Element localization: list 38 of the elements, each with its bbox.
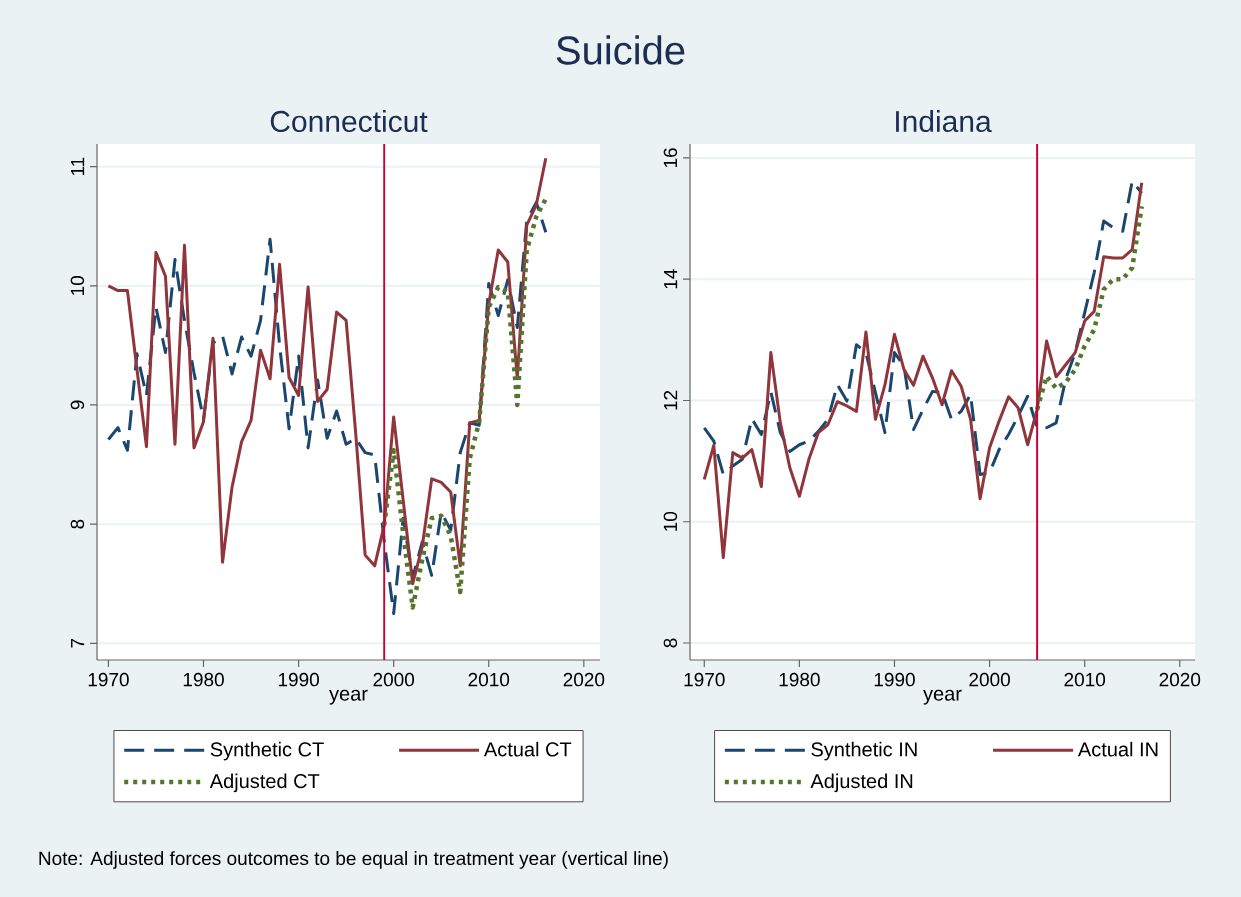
- legend-label: Actual CT: [483, 741, 572, 757]
- y-tick-label: 8: [663, 638, 678, 648]
- x-tick-label: 2000: [969, 672, 1010, 687]
- x-tick-label: 2000: [373, 672, 415, 687]
- legend-label: Actual IN: [1077, 741, 1158, 757]
- line-series: [381, 196, 549, 610]
- legend-label: Synthetic CT: [210, 741, 324, 761]
- line-series: [1034, 204, 1144, 412]
- x-tick-label: 2010: [468, 672, 510, 687]
- legend-label: Adjusted CT: [209, 773, 320, 793]
- x-tick-label: 1980: [779, 672, 820, 687]
- y-tick-label: 12: [663, 390, 678, 410]
- y-tick-label: 7: [71, 638, 85, 648]
- x-tick-label: 1970: [684, 672, 725, 687]
- y-tick-label: 16: [663, 148, 678, 168]
- line-series: [106, 200, 548, 616]
- x-tick-label: 2020: [563, 672, 605, 687]
- legend-label: Adjusted IN: [810, 773, 913, 793]
- x-tick-label: 1970: [88, 672, 129, 687]
- y-tick-label: 9: [70, 400, 85, 410]
- y-tick-label: 14: [664, 269, 678, 289]
- x-tick-label: 2010: [1064, 672, 1106, 687]
- x-tick-label: 2020: [1159, 672, 1201, 687]
- chart-title: Suicide: [556, 35, 685, 65]
- y-tick-label: 11: [71, 157, 85, 176]
- chart-subtitle: Connecticut: [270, 110, 428, 133]
- y-tick-label: 10: [663, 511, 678, 531]
- y-tick-label: 10: [70, 275, 85, 295]
- legend-label: Synthetic IN: [811, 741, 917, 761]
- x-tick-label: 1980: [183, 672, 224, 687]
- y-tick-label: 8: [70, 519, 85, 529]
- line-series: [702, 181, 1144, 560]
- x-axis-title: year: [923, 689, 962, 705]
- chart-subtitle: Indiana: [896, 110, 992, 133]
- x-tick-label: 1990: [874, 672, 915, 687]
- text: Note: Adjusted forces outcomes to be equal in treatment year (vertical line): [39, 851, 668, 869]
- x-axis-title: year: [329, 689, 368, 705]
- x-tick-label: 1990: [278, 672, 319, 687]
